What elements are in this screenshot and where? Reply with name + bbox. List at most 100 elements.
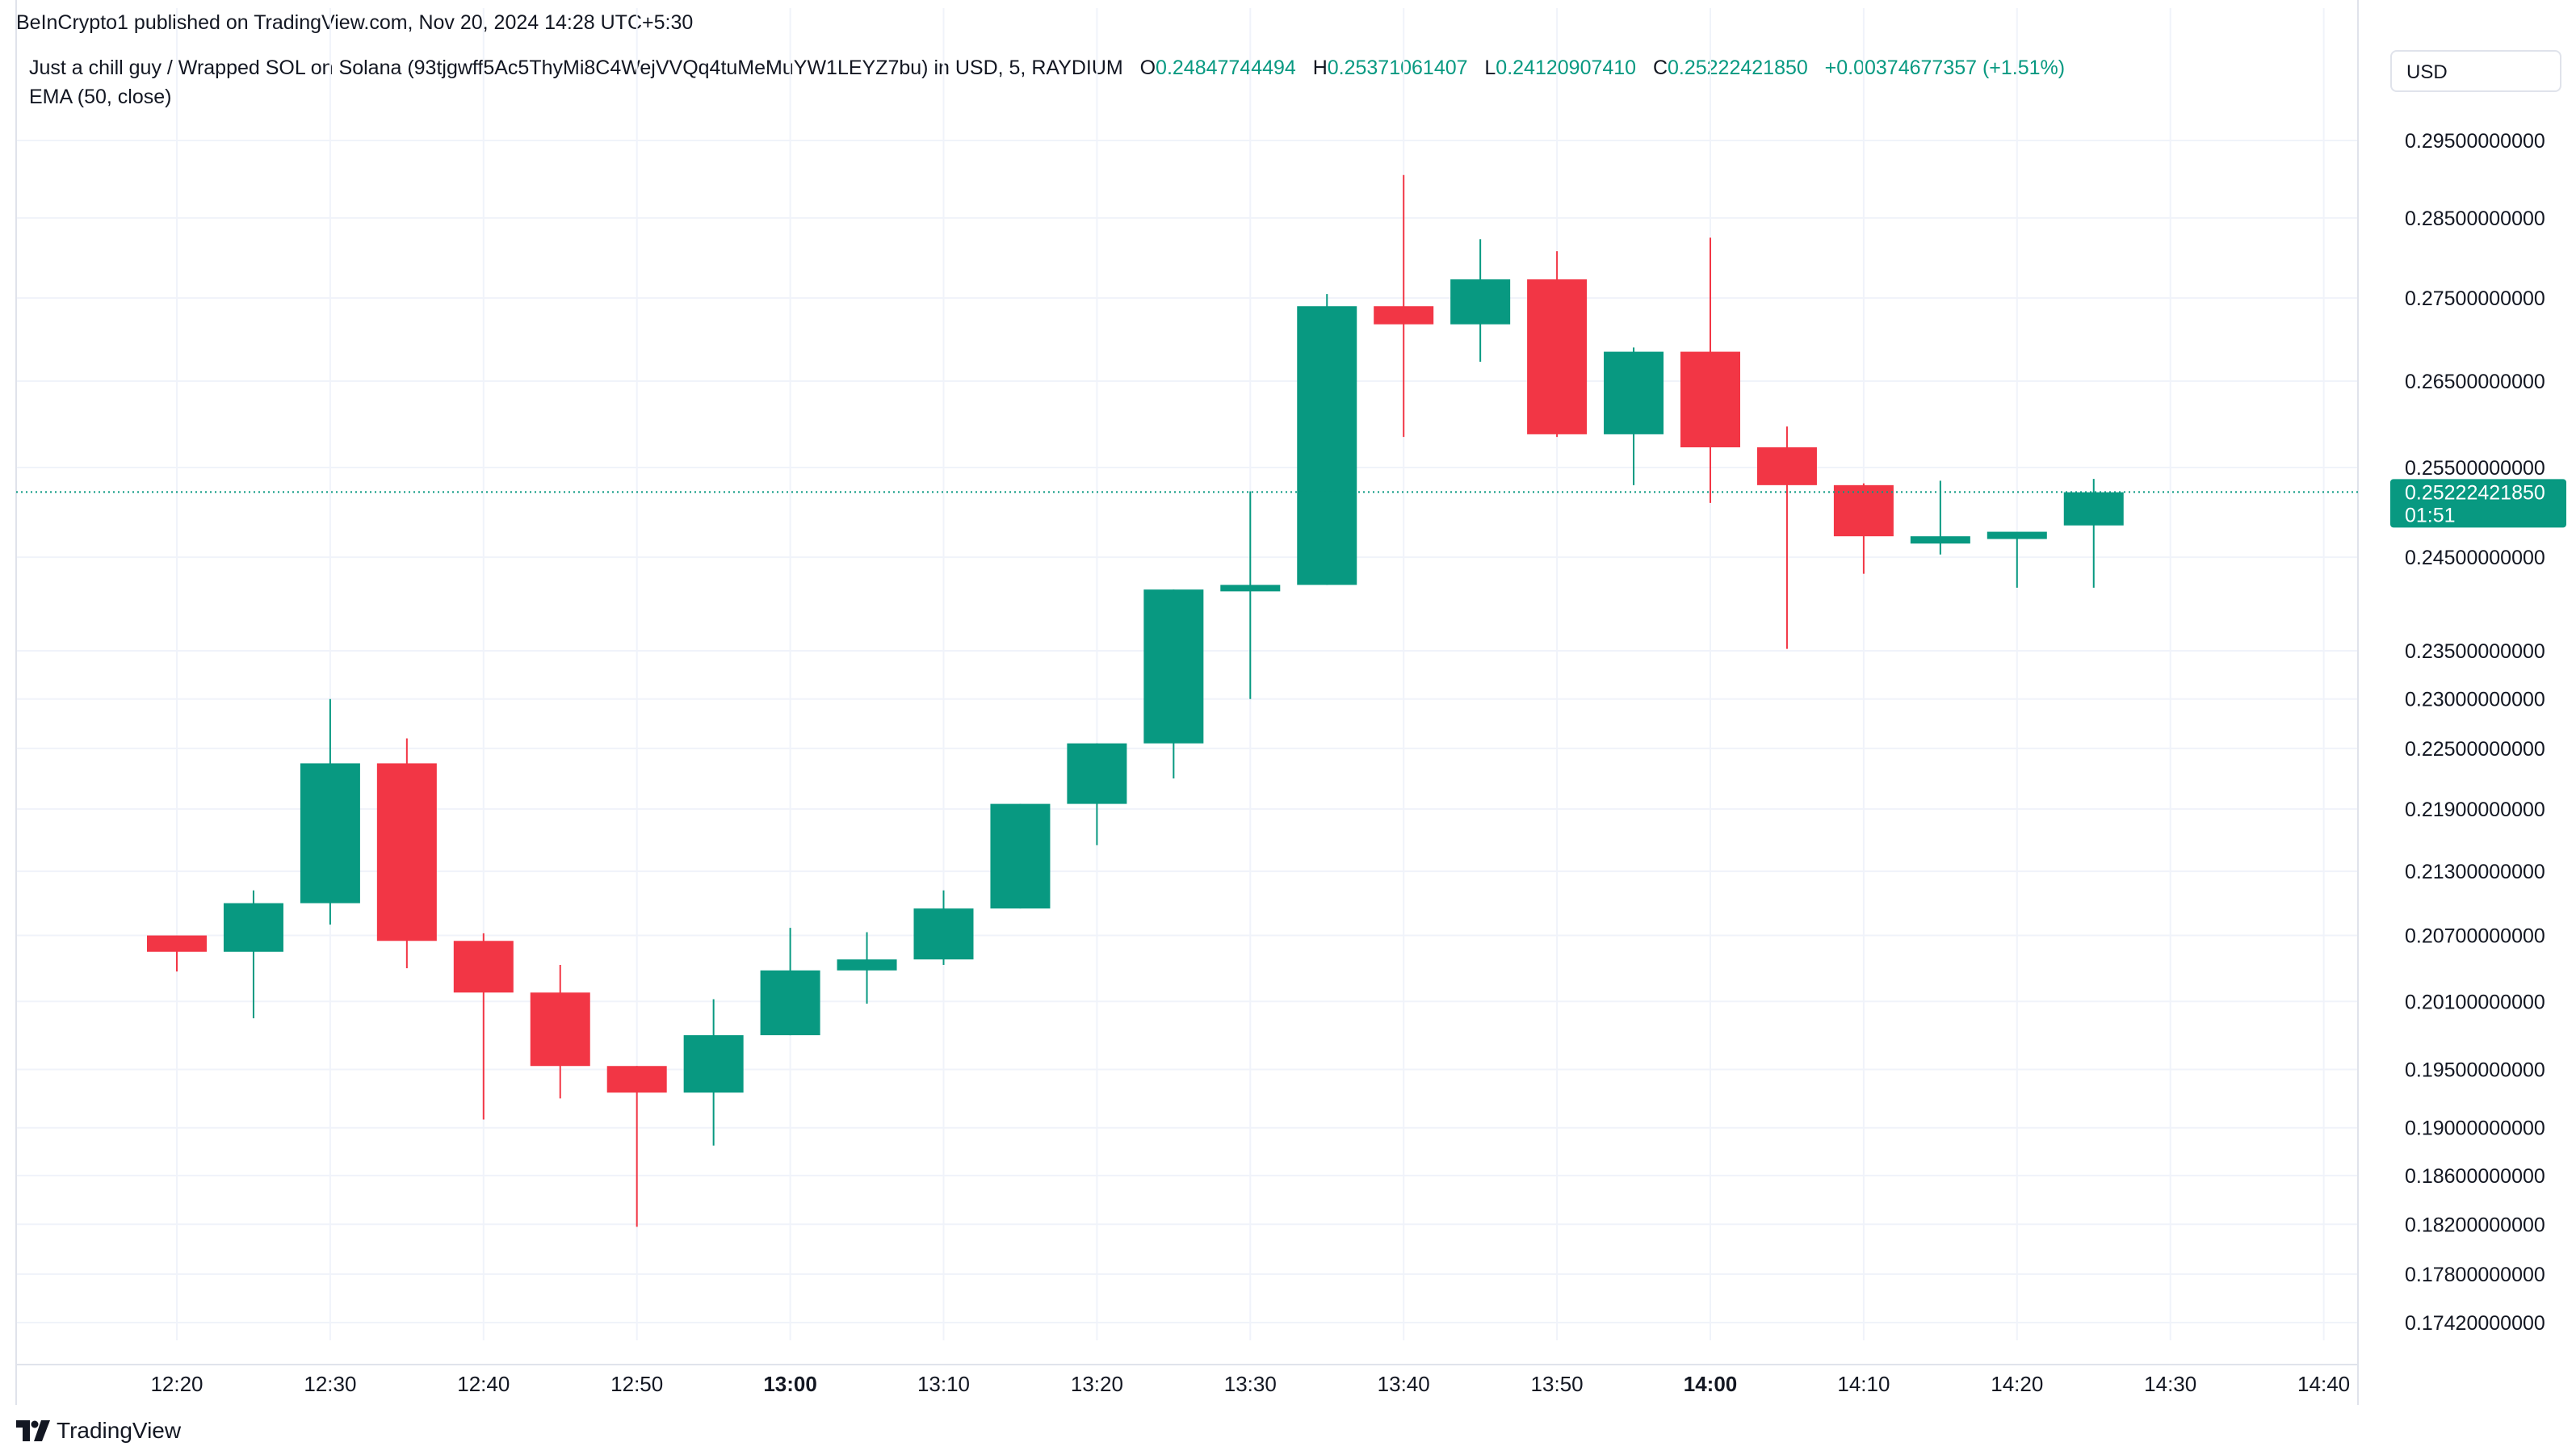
candle[interactable] xyxy=(530,965,590,1099)
x-axis: 12:20 12:30 12:40 12:50 13:00 13:10 13:20 13:30… xyxy=(150,1372,2350,1396)
x-tick-label: 12:50 xyxy=(610,1372,663,1396)
candle[interactable] xyxy=(760,928,820,1036)
candle[interactable] xyxy=(990,803,1051,909)
low-value: 0.24120907410 xyxy=(1496,57,1637,79)
tradingview-brand[interactable]: TradingView xyxy=(16,1418,181,1444)
candle-body xyxy=(1910,536,1970,544)
y-tick-label: 0.19000000000 xyxy=(2405,1117,2545,1140)
x-tick-label: 12:20 xyxy=(150,1372,203,1396)
candle-body xyxy=(1450,279,1511,325)
candle-body xyxy=(1680,351,1740,448)
open-label: O xyxy=(1139,57,1156,79)
last-price-badge xyxy=(2390,479,2566,528)
y-axis: 0.29500000000 0.28500000000 0.27500000000 0… xyxy=(2405,130,2545,1335)
x-tick-label: 13:20 xyxy=(1071,1372,1123,1396)
y-tick-label: 0.27500000000 xyxy=(2405,287,2545,310)
x-tick-label: 13:30 xyxy=(1224,1372,1277,1396)
y-tick-label: 0.29500000000 xyxy=(2405,130,2545,153)
x-tick-label: 14:10 xyxy=(1837,1372,1890,1396)
candle[interactable] xyxy=(147,935,207,972)
y-tick-label: 0.28500000000 xyxy=(2405,208,2545,230)
candle[interactable] xyxy=(1756,426,1817,649)
symbol-legend: Just a chill guy / Wrapped SOL on Solana… xyxy=(29,57,2065,80)
candle-body xyxy=(2063,492,2124,526)
candle[interactable] xyxy=(1604,347,1664,485)
x-tick-label: 12:30 xyxy=(304,1372,356,1396)
x-tick-label: 13:10 xyxy=(917,1372,970,1396)
x-tick-label: 13:40 xyxy=(1378,1372,1430,1396)
y-tick-label: 0.26500000000 xyxy=(2405,371,2545,393)
grid xyxy=(15,0,2359,1405)
y-tick-label: 0.23500000000 xyxy=(2405,640,2545,663)
candle-body xyxy=(1604,351,1664,434)
y-tick-label: 0.18600000000 xyxy=(2405,1165,2545,1188)
candle[interactable] xyxy=(1680,237,1740,503)
candle[interactable] xyxy=(1220,491,1281,699)
x-tick-label: 14:30 xyxy=(2144,1372,2196,1396)
y-tick-label: 0.19500000000 xyxy=(2405,1059,2545,1082)
candle[interactable] xyxy=(1297,294,1357,585)
candle[interactable] xyxy=(376,738,437,969)
y-tick-label: 0.22500000000 xyxy=(2405,738,2545,761)
y-tick-label: 0.21300000000 xyxy=(2405,861,2545,883)
x-tick-label: 13:00 xyxy=(763,1372,817,1396)
candle[interactable] xyxy=(1910,480,1970,555)
ema-indicator-label[interactable]: EMA (50, close) xyxy=(29,86,172,108)
last-price-label: 0.25222421850 xyxy=(2405,481,2545,504)
change-value: +0.00374677357 (+1.51%) xyxy=(1824,57,2066,79)
candle-body xyxy=(1987,531,2047,539)
candles xyxy=(147,174,2124,1227)
candle[interactable] xyxy=(1833,483,1894,574)
close-label: C xyxy=(1652,57,1668,79)
y-tick-label: 0.24500000000 xyxy=(2405,547,2545,569)
candle[interactable] xyxy=(223,890,283,1019)
candle[interactable] xyxy=(683,999,744,1146)
candle[interactable] xyxy=(1067,743,1127,845)
symbol-title[interactable]: Just a chill guy / Wrapped SOL on Solana… xyxy=(29,57,1123,79)
candle-body xyxy=(376,763,437,941)
candle[interactable] xyxy=(606,1066,667,1227)
x-tick-label: 14:00 xyxy=(1684,1372,1738,1396)
candle-body xyxy=(1374,306,1434,325)
candle-body xyxy=(530,992,590,1067)
candle[interactable] xyxy=(1143,589,1204,779)
candle-body xyxy=(1220,585,1281,592)
candle-body xyxy=(1527,279,1588,434)
candle-body xyxy=(1143,589,1204,744)
candle-body xyxy=(453,941,514,993)
published-line: BeInCrypto1 published on TradingView.com… xyxy=(16,11,694,34)
candle-body xyxy=(683,1035,744,1093)
candle-body xyxy=(990,803,1051,909)
y-tick-label: 0.21900000000 xyxy=(2405,799,2545,821)
open-value: 0.24847744494 xyxy=(1156,57,1296,79)
candle[interactable] xyxy=(1374,174,1434,438)
candle[interactable] xyxy=(837,932,897,1004)
candle-body xyxy=(147,935,207,952)
candle[interactable] xyxy=(300,698,360,925)
candle-body xyxy=(760,970,820,1036)
candle[interactable] xyxy=(1987,531,2047,588)
bar-countdown-label: 01:51 xyxy=(2405,504,2456,526)
candle[interactable] xyxy=(453,933,514,1120)
x-tick-label: 14:20 xyxy=(1991,1372,2043,1396)
tradingview-logo-icon xyxy=(16,1420,50,1441)
candle-body xyxy=(1756,447,1817,485)
high-value: 0.25371061407 xyxy=(1327,57,1468,79)
candle[interactable] xyxy=(1450,239,1511,363)
candle-body xyxy=(1833,484,1894,537)
candle-body xyxy=(300,763,360,904)
candle-body xyxy=(223,903,283,952)
candle[interactable] xyxy=(1527,251,1588,438)
y-tick-label: 0.20100000000 xyxy=(2405,991,2545,1013)
y-tick-label: 0.18200000000 xyxy=(2405,1214,2545,1236)
candle[interactable] xyxy=(2063,479,2124,588)
y-tick-label: 0.25500000000 xyxy=(2405,457,2545,480)
x-tick-label: 12:40 xyxy=(457,1372,510,1396)
currency-button[interactable]: USD xyxy=(2390,50,2561,92)
close-value: 0.25222421850 xyxy=(1668,57,1808,79)
low-label: L xyxy=(1484,57,1496,79)
candle[interactable] xyxy=(913,890,974,966)
high-label: H xyxy=(1312,57,1328,79)
